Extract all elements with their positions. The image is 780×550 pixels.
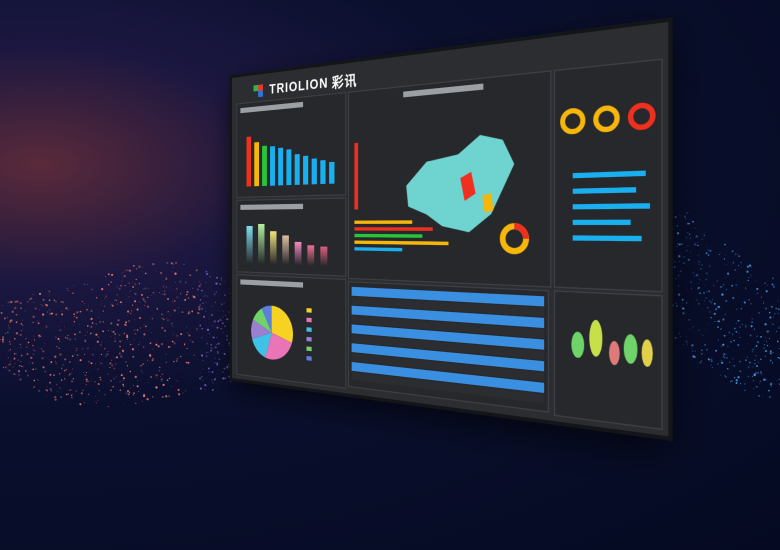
gradient-bar-panel [237, 198, 347, 277]
gradient-bar [258, 224, 264, 264]
logo-brand: TRIOLION [269, 74, 328, 97]
pie-chart [240, 289, 339, 382]
gradient-bar [307, 245, 314, 266]
dashboard-screen: TRIOLION 彩讯 [232, 22, 668, 436]
ranking-bar [278, 148, 283, 186]
gradient-bar [320, 246, 327, 266]
ranking-panel [237, 92, 347, 198]
pie-panel [237, 274, 347, 389]
gauges [555, 60, 661, 280]
video-wall: TRIOLION 彩讯 [232, 78, 576, 372]
pie-legend-swatch [307, 308, 312, 313]
logo-brand-cn: 彩讯 [332, 69, 357, 93]
gradient-bar [270, 231, 276, 264]
ranking-bar [262, 145, 267, 186]
ranking-bar [286, 149, 291, 185]
pie-legend-swatch [307, 318, 312, 323]
logo-mark-icon [253, 83, 266, 97]
gradient-bar [246, 226, 252, 263]
ranking-bar [254, 142, 259, 186]
bubble-chart [555, 292, 661, 421]
ranking-bar [329, 162, 334, 184]
ranking-bar [246, 137, 251, 187]
ranking-bar [303, 156, 308, 185]
pie-legend-swatch [307, 356, 312, 361]
panel-title [240, 204, 303, 210]
pie-legend-swatch [307, 337, 312, 342]
bubble-panel [554, 290, 663, 430]
ranking-bar [320, 160, 325, 184]
china-map [349, 92, 550, 284]
ranking-bar [270, 146, 275, 185]
table-panel [348, 281, 549, 413]
ranking-bar [312, 158, 317, 184]
map-panel [348, 70, 551, 287]
gauge-panel [554, 58, 663, 292]
panel-title [403, 84, 483, 98]
ranking-bar [295, 154, 300, 185]
legend-gradient [354, 143, 358, 210]
pie-legend-swatch [307, 327, 312, 332]
gradient-bar [295, 242, 302, 266]
panel-title [240, 279, 303, 287]
gradient-bar [282, 236, 289, 265]
pie-legend-swatch [307, 346, 312, 351]
